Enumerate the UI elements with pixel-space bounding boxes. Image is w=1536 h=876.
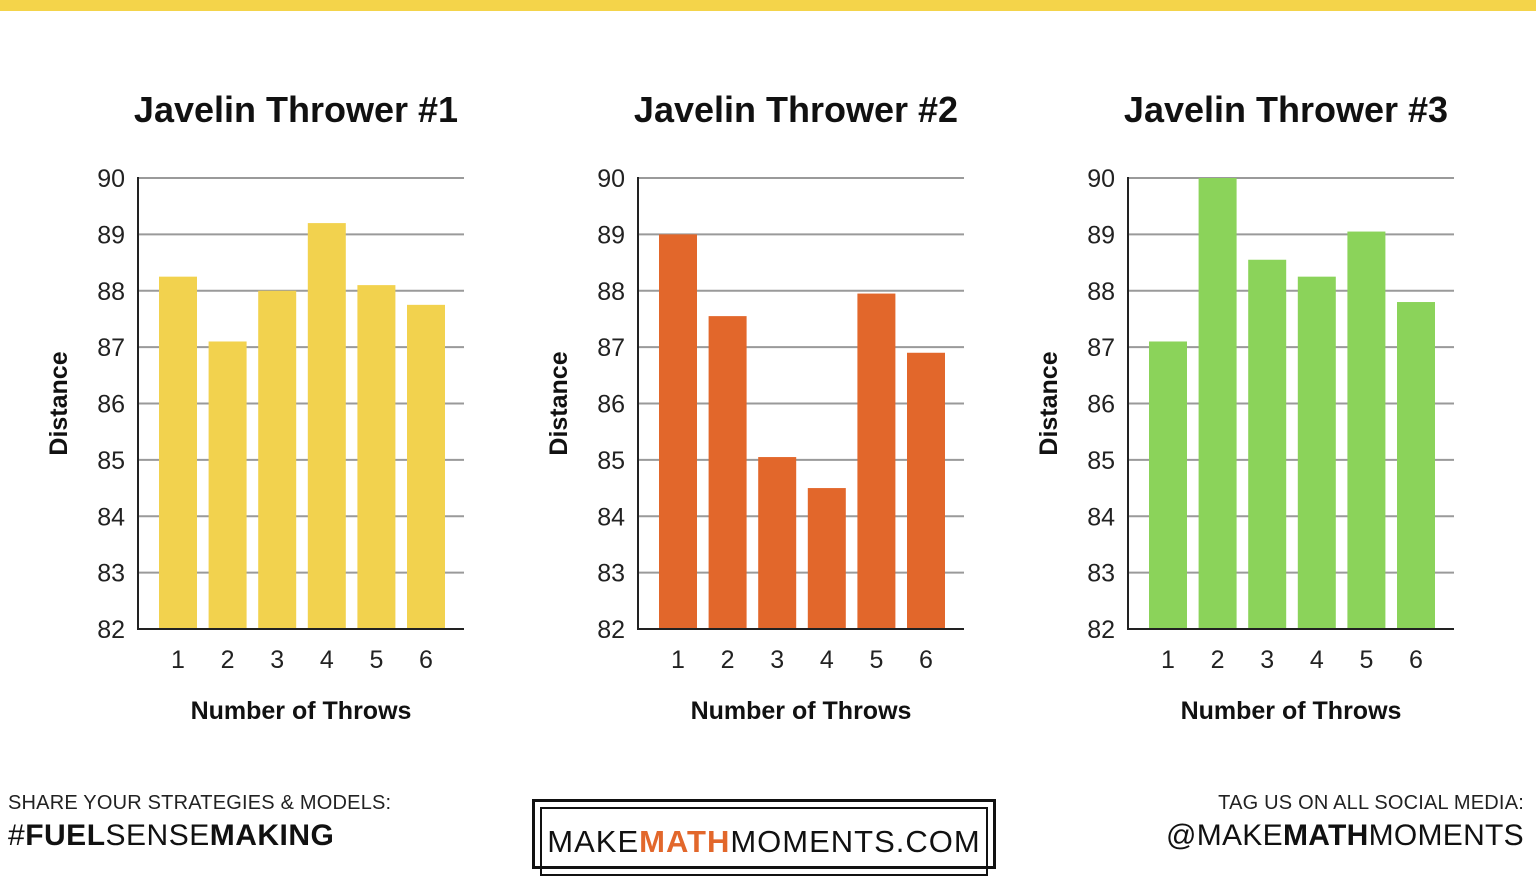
bar — [1248, 259, 1287, 629]
x-axis-label: Number of Throws — [1181, 697, 1402, 725]
y-tick-label: 90 — [1087, 165, 1115, 193]
chart-2: Javelin Thrower #2 82 83 84 85 86 87 88 89 90 1 2 3 4… — [545, 89, 964, 725]
logo-make: MAKE — [547, 824, 640, 859]
x-tick-label: 3 — [1260, 646, 1274, 674]
chart-1: Javelin Thrower #1 82 83 84 85 86 87 88 89 90 1 2 3 4… — [45, 89, 464, 725]
bar — [1397, 302, 1435, 629]
bar — [357, 285, 396, 629]
x-axis-label: Number of Throws — [691, 697, 912, 725]
y-axis-label: Distance — [45, 351, 73, 455]
y-tick-label: 89 — [597, 221, 625, 249]
y-tick-label: 87 — [597, 334, 625, 362]
x-tick-label: 1 — [171, 646, 185, 674]
hashtag[interactable]: #FUELSENSEMAKING — [8, 819, 391, 853]
y-tick-label: 88 — [97, 278, 125, 306]
x-axis-label: Number of Throws — [191, 697, 412, 725]
logo-com: .COM — [895, 824, 981, 859]
x-tick-label: 5 — [369, 646, 383, 674]
y-tick-label: 86 — [97, 391, 125, 419]
bar — [1347, 231, 1386, 629]
y-tick-label: 89 — [1087, 221, 1115, 249]
y-tick-label: 90 — [597, 165, 625, 193]
hashtag-hash: # — [8, 819, 26, 852]
social-handle[interactable]: @MAKEMATHMOMENTS — [1166, 819, 1524, 853]
x-tick-label: 6 — [1409, 646, 1423, 674]
chart-title: Javelin Thrower #1 — [134, 89, 458, 130]
bar — [1198, 178, 1237, 629]
x-tick-label: 3 — [270, 646, 284, 674]
chart-title: Javelin Thrower #2 — [634, 89, 958, 130]
hashtag-fuel: FUEL — [25, 819, 106, 852]
charts-area: Javelin Thrower #1 82 83 84 85 86 87 88 89 90 1 2 3 4… — [45, 89, 1454, 725]
y-tick-label: 83 — [597, 560, 625, 588]
bar — [1149, 341, 1187, 629]
top-accent-bar — [0, 0, 1536, 11]
tag-label: TAG US ON ALL SOCIAL MEDIA: — [1218, 792, 1524, 814]
bar — [857, 293, 896, 629]
x-tick-label: 4 — [1310, 646, 1324, 674]
hashtag-sense: SENSE — [105, 819, 210, 852]
footer-social: TAG US ON ALL SOCIAL MEDIA: @MAKEMATHMOM… — [1166, 792, 1524, 853]
y-tick-label: 85 — [1087, 447, 1115, 475]
handle-at: @MAKE — [1165, 819, 1283, 852]
chart-3: Javelin Thrower #3 82 83 84 85 86 87 88 89 90 1 2 3 4… — [1035, 89, 1454, 725]
x-tick-label: 6 — [919, 646, 933, 674]
bar — [807, 488, 846, 629]
bar — [1297, 276, 1336, 629]
hashtag-making: MAKING — [209, 819, 335, 852]
bar — [307, 223, 346, 629]
y-tick-label: 84 — [97, 503, 125, 531]
footer-share: SHARE YOUR STRATEGIES & MODELS: #FUELSEN… — [8, 792, 391, 853]
x-tick-label: 1 — [1161, 646, 1175, 674]
bar — [708, 316, 747, 629]
share-label: SHARE YOUR STRATEGIES & MODELS: — [8, 792, 392, 814]
x-tick-label: 4 — [820, 646, 834, 674]
y-tick-label: 87 — [97, 334, 125, 362]
x-tick-label: 5 — [869, 646, 883, 674]
y-tick-label: 83 — [97, 560, 125, 588]
x-tick-label: 5 — [1359, 646, 1373, 674]
y-tick-label: 83 — [1087, 560, 1115, 588]
x-tick-label: 2 — [1211, 646, 1225, 674]
logo-math: MATH — [639, 824, 731, 859]
y-tick-label: 88 — [597, 278, 625, 306]
y-tick-label: 86 — [597, 391, 625, 419]
logo-moments: MOMENTS — [730, 824, 896, 859]
bar — [659, 234, 697, 629]
y-tick-label: 82 — [1087, 616, 1115, 644]
y-axis-label: Distance — [1035, 351, 1063, 455]
bar — [258, 290, 297, 629]
x-tick-label: 4 — [320, 646, 334, 674]
x-tick-label: 2 — [221, 646, 235, 674]
y-tick-label: 90 — [97, 165, 125, 193]
y-tick-label: 85 — [97, 447, 125, 475]
y-tick-label: 82 — [97, 616, 125, 644]
handle-math: MATH — [1282, 819, 1369, 852]
handle-moments: MOMENTS — [1368, 819, 1524, 852]
bar — [907, 352, 945, 629]
bar — [159, 276, 197, 629]
y-tick-label: 82 — [597, 616, 625, 644]
bar — [208, 341, 247, 629]
chart-title: Javelin Thrower #3 — [1124, 89, 1448, 130]
bar — [407, 304, 445, 629]
logo-text: MAKEMATHMOMENTS.COM — [535, 824, 993, 860]
x-tick-label: 2 — [721, 646, 735, 674]
y-tick-label: 86 — [1087, 391, 1115, 419]
x-tick-label: 6 — [419, 646, 433, 674]
x-tick-label: 3 — [770, 646, 784, 674]
y-tick-label: 84 — [1087, 503, 1115, 531]
y-tick-label: 87 — [1087, 334, 1115, 362]
y-tick-label: 84 — [597, 503, 625, 531]
site-logo[interactable]: MAKEMATHMOMENTS.COM — [532, 799, 996, 876]
x-tick-label: 1 — [671, 646, 685, 674]
bar — [758, 457, 797, 629]
y-axis-label: Distance — [545, 351, 573, 455]
y-tick-label: 85 — [597, 447, 625, 475]
y-tick-label: 89 — [97, 221, 125, 249]
y-tick-label: 88 — [1087, 278, 1115, 306]
